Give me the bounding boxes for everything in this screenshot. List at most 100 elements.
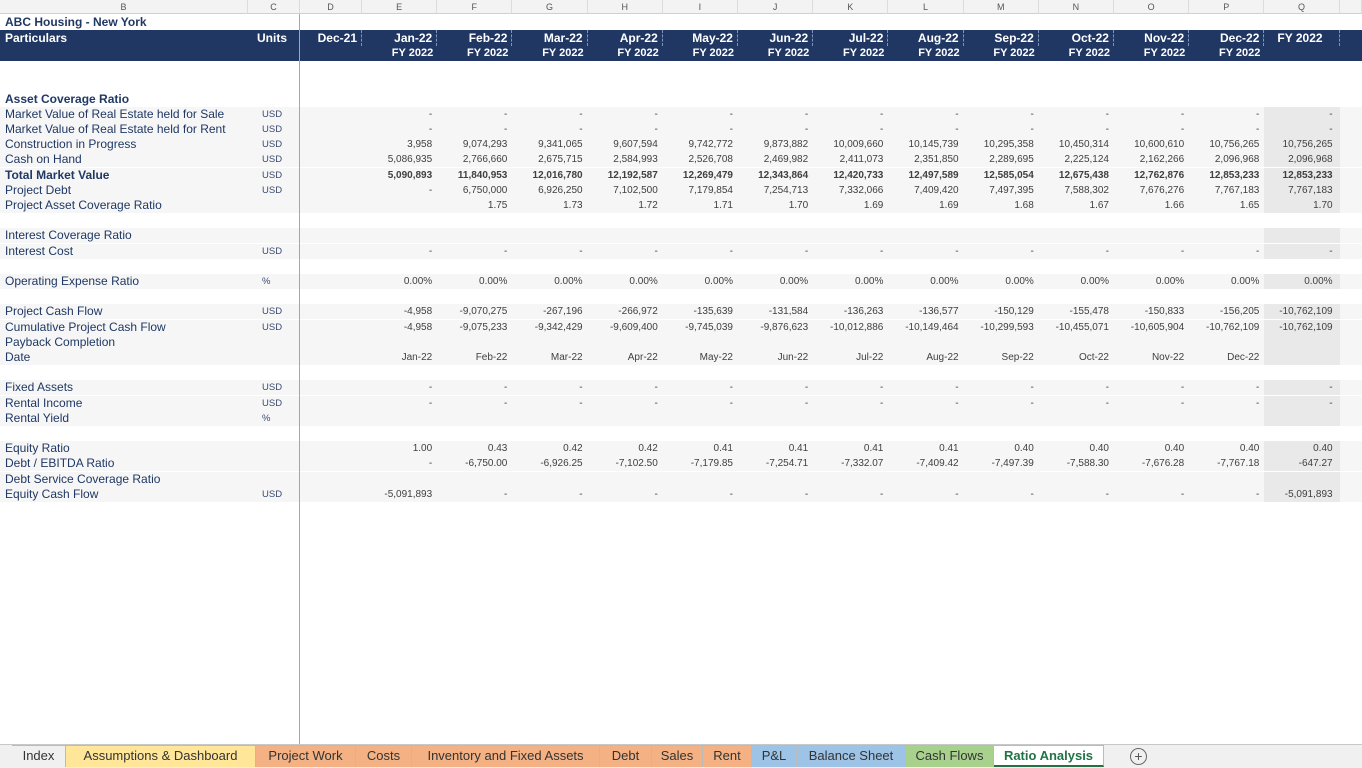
cell-value: 0.41 [713,443,733,455]
cell-value: - [504,397,508,409]
sheet-tab[interactable]: Debt [600,745,652,767]
sheet-tab[interactable]: Index [12,745,66,767]
cell-value: -267,196 [543,306,583,318]
row-band [0,319,1362,335]
row-label: Debt Service Coverage Ratio [5,471,161,486]
column-letter: J [738,0,814,14]
period-header: Sep-22 [964,30,1039,46]
cell-value: Aug-22 [926,351,959,363]
row-band [0,243,1362,259]
period-header: Jul-22 [813,30,889,46]
row-band [0,137,1362,153]
row-units: USD [262,488,283,500]
cell-value: Apr-22 [627,351,658,363]
sheet-tab[interactable]: Assumptions & Dashboard [66,745,256,767]
cell-value: 0.41 [939,443,959,455]
row-band [0,228,1362,244]
cell-value: - [1030,397,1034,409]
cell-value: 12,853,233 [1209,169,1260,181]
cell-value: - [1030,245,1034,257]
cell-value: 1.70 [1313,199,1333,211]
cell-value: - [729,123,733,135]
cell-value: - [1105,245,1109,257]
cell-value: -10,299,593 [980,321,1034,333]
cell-value: - [729,382,733,394]
column-letter: C [248,0,300,14]
cell-value: - [1329,245,1333,257]
cell-value: 1.73 [563,199,583,211]
sheet-tab[interactable]: Inventory and Fixed Assets [412,745,600,767]
cell-value: 2,675,715 [538,154,583,166]
cell-value: 2,411,073 [839,154,884,166]
period-header: Dec-22 [1189,30,1265,46]
cell-value: 1.66 [1164,199,1185,211]
cell-value: 0.42 [563,443,583,455]
cell-value: Mar-22 [550,351,583,363]
cell-value: - [1329,108,1333,120]
add-sheet-button[interactable]: + [1130,748,1147,765]
row-units: USD [262,108,283,120]
row-units: USD [262,382,283,394]
cell-value: - [1105,108,1109,120]
total-column-band [1264,410,1340,426]
row-band [0,106,1362,122]
cell-value: - [880,382,884,394]
cell-value: - [880,488,884,500]
total-column-band [1264,486,1340,502]
cell-value: - [1030,123,1034,135]
cell-value: 7,179,854 [688,184,733,196]
sheet-tab[interactable]: Rent [703,745,752,767]
cell-value: 0.00% [704,275,733,287]
cell-value: - [579,245,583,257]
cell-value: 1.68 [1014,199,1034,211]
total-column-band [1264,137,1340,153]
row-label: Project Cash Flow [5,304,103,319]
cell-value: -7,409.42 [916,458,959,470]
cell-value: - [1030,488,1034,500]
cell-value: Feb-22 [475,351,508,363]
cell-value: - [1256,245,1260,257]
sheet-tab[interactable]: Sales [652,745,703,767]
cell-value: - [504,488,508,500]
cell-value: - [579,382,583,394]
cell-value: 7,409,420 [914,184,959,196]
cell-value: Oct-22 [1078,351,1109,363]
cell-value: -150,833 [1144,306,1185,318]
cell-value: -7,332.07 [841,458,884,470]
cell-value: 10,756,265 [1209,139,1260,151]
fiscal-year: FY 2022 [1218,47,1261,59]
cell-value: - [955,123,959,135]
row-label: Market Value of Real Estate held for Ren… [5,121,226,136]
cell-value: -10,455,071 [1055,321,1109,333]
row-band [0,167,1362,183]
cell-value: 11,840,953 [457,169,508,181]
cell-value: -7,676.28 [1141,458,1185,470]
cell-value: - [1256,123,1260,135]
sheet-tab[interactable]: Ratio Analysis [994,745,1104,767]
cell-value: 7,102,500 [613,184,658,196]
sheet-tab[interactable]: Cash Flows [906,745,994,767]
cell-value: -9,070,275 [459,306,508,318]
sheet-tab[interactable]: Project Work [256,745,356,767]
cell-value: 1.69 [863,199,884,211]
cell-value: 12,016,780 [532,169,583,181]
cell-value: -7,254.71 [765,458,809,470]
cell-value: - [1256,108,1260,120]
cell-value: 0.00% [554,275,583,287]
cell-value: -10,012,886 [829,321,884,333]
cell-value: 1.75 [487,199,508,211]
sheet-tab[interactable]: P&L [752,745,797,767]
cell-value: -156,205 [1219,306,1260,318]
sheet-tab[interactable]: Costs [356,745,412,767]
fiscal-year: FY 2022 [1143,47,1186,59]
cell-value: - [1180,123,1185,135]
period-header: Aug-22 [888,30,964,46]
cell-value: 12,853,233 [1282,169,1333,181]
cell-value: -7,497.39 [991,458,1034,470]
cell-value: 12,420,733 [833,169,884,181]
cell-value: 1.67 [1089,199,1109,211]
cell-value: -6,750.00 [465,458,508,470]
sheet-tab[interactable]: Balance Sheet [797,745,906,767]
cell-value: - [1030,108,1034,120]
